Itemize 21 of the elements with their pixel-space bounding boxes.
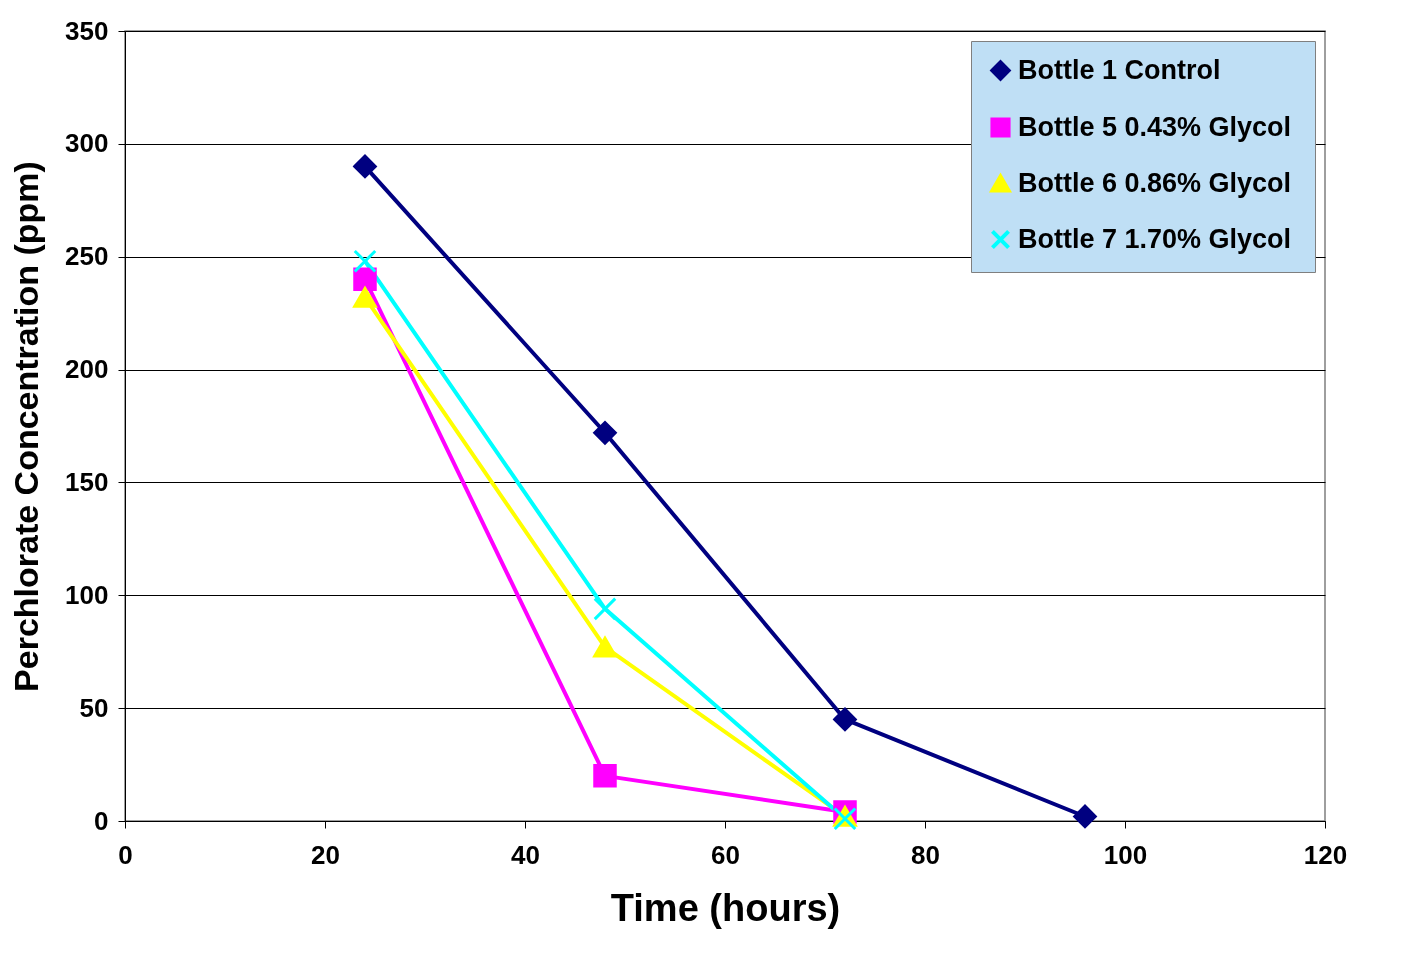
x-tick-label: 120 (1303, 839, 1348, 870)
y-tick-label: 300 (65, 128, 109, 159)
x-tick-label: 40 (511, 839, 540, 870)
y-tick-label: 50 (79, 692, 109, 723)
x-tick-label: 20 (311, 839, 340, 870)
x-tick-label: 100 (1103, 839, 1148, 870)
legend-label: Bottle 6 0.86% Glycol (1018, 167, 1292, 198)
x-axis-title: Time (hours) (610, 886, 841, 929)
y-tick-label: 100 (65, 579, 109, 610)
legend-label: Bottle 5 0.43% Glycol (1018, 111, 1292, 142)
y-tick-label: 350 (65, 15, 109, 46)
x-tick-label: 80 (911, 839, 940, 870)
legend-label: Bottle 7 1.70% Glycol (1018, 223, 1292, 254)
y-tick-label: 250 (65, 241, 109, 272)
x-tick-label: 0 (118, 839, 133, 870)
y-tick-label: 200 (65, 354, 109, 385)
x-tick-label: 60 (711, 839, 740, 870)
y-axis-title: Perchlorate Concentration (ppm) (7, 161, 46, 692)
y-tick-label: 150 (65, 466, 109, 497)
y-tick-label: 0 (94, 805, 109, 836)
legend-label: Bottle 1 Control (1018, 54, 1221, 85)
